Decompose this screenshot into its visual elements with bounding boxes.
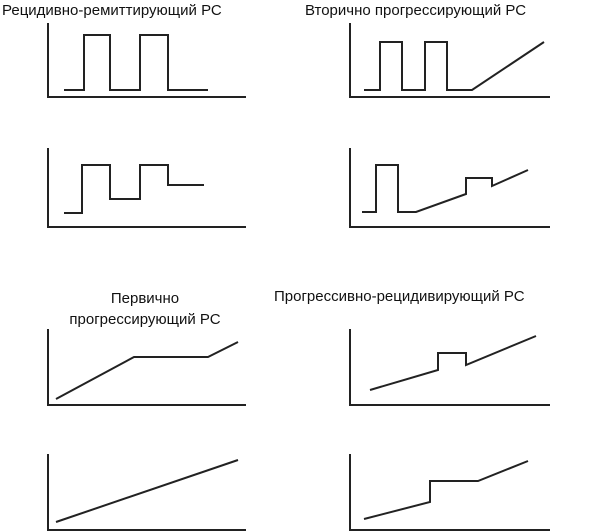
diagram-progressive-relapsing-2	[349, 454, 550, 531]
axes	[349, 148, 550, 228]
axes	[47, 23, 246, 98]
axes	[349, 329, 550, 406]
curve	[363, 460, 529, 520]
axes	[47, 454, 246, 531]
curve	[55, 341, 239, 400]
title-primary-progressive-line2: прогрессирующий РС	[69, 311, 221, 328]
curve	[64, 164, 204, 214]
title-progressive-relapsing: Прогрессивно-рецидивирующий РС	[274, 288, 525, 305]
curve	[64, 34, 208, 91]
diagram-secondary-progressive-1	[349, 23, 550, 98]
axes	[47, 329, 246, 406]
diagram-primary-progressive-2	[47, 454, 246, 531]
diagram-primary-progressive-1	[47, 329, 246, 406]
title-secondary-progressive: Вторично прогрессирующий РС	[305, 2, 527, 19]
axes	[47, 148, 246, 228]
title-primary-progressive: Первично прогрессирующий РС	[0, 288, 290, 330]
axes	[349, 454, 550, 531]
curve	[369, 335, 537, 391]
diagram-relapsing-remitting-1	[47, 23, 246, 98]
title-relapsing-remitting: Рецидивно-ремиттирующий РС	[2, 2, 222, 19]
title-primary-progressive-line1: Первично	[110, 290, 180, 307]
curve	[55, 459, 239, 523]
diagram-relapsing-remitting-2	[47, 148, 246, 228]
diagram-progressive-relapsing-1	[349, 329, 550, 406]
diagram-secondary-progressive-2	[349, 148, 550, 228]
curve	[364, 41, 545, 91]
curve	[362, 164, 529, 213]
axes	[349, 23, 550, 98]
